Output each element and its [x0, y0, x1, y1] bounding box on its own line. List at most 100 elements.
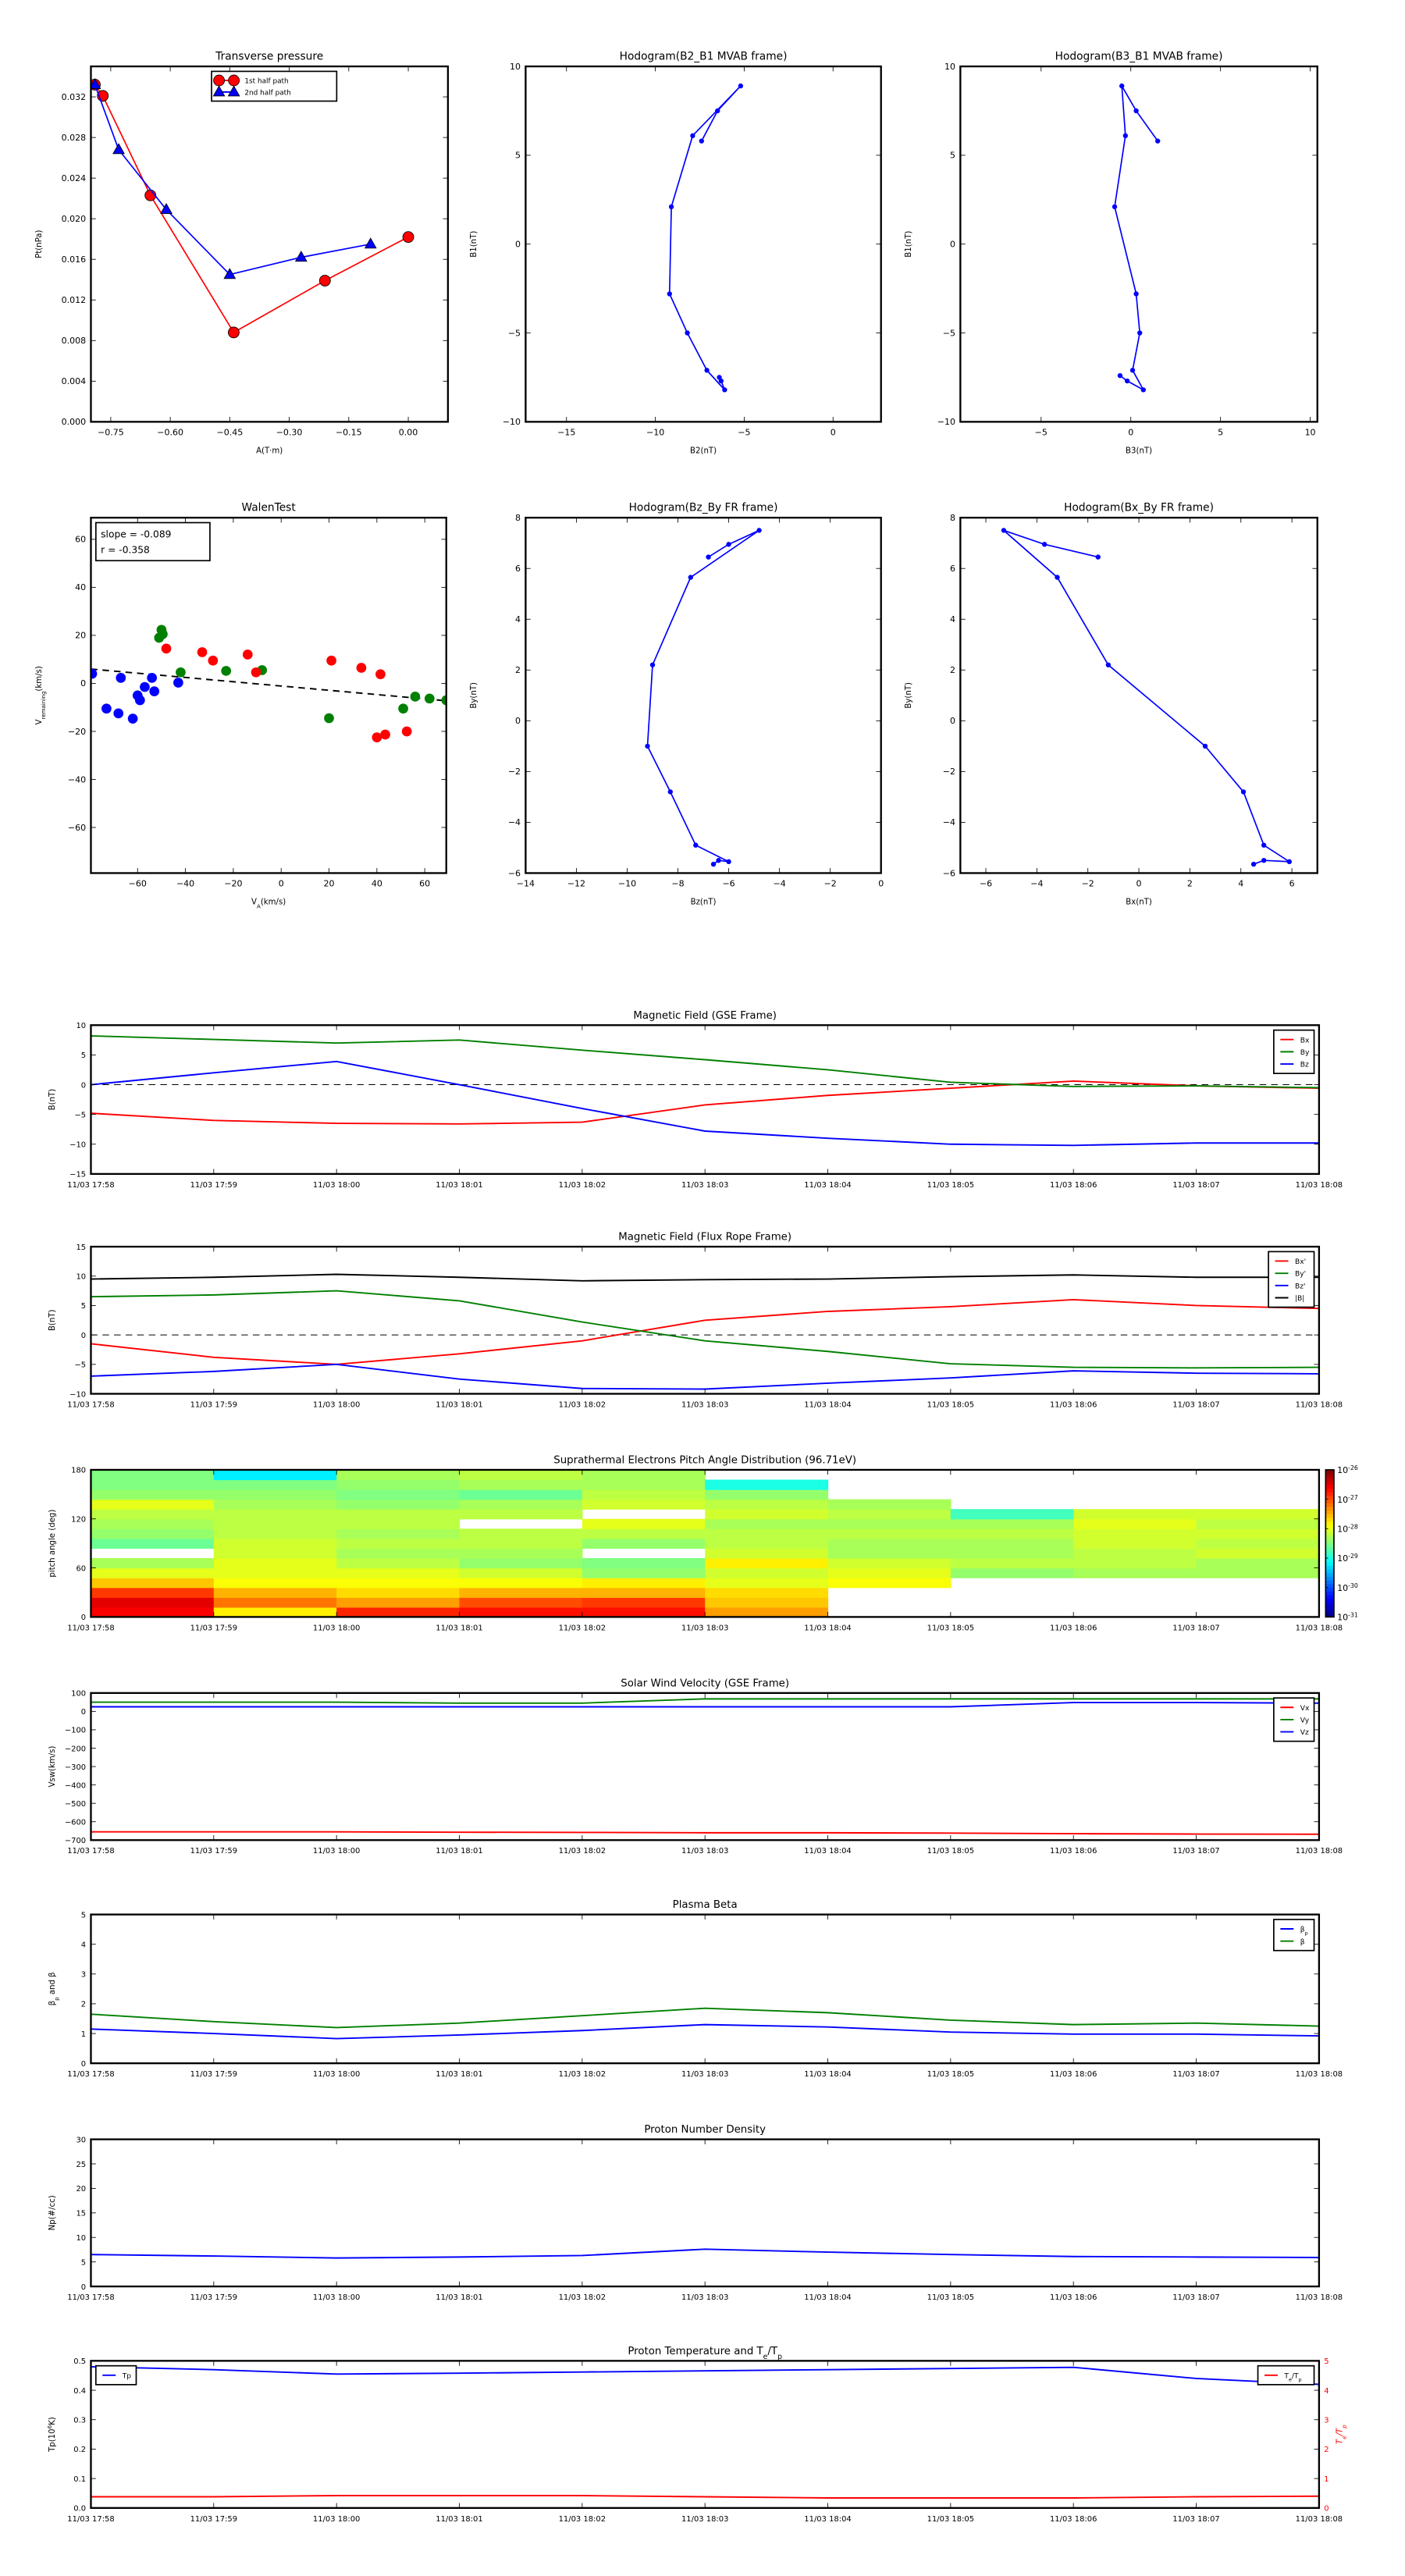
colorbar-segment — [1325, 1484, 1334, 1489]
x-tick-label: 60 — [419, 878, 430, 888]
heatmap-cell — [1196, 1538, 1319, 1550]
y-tick-label: 120 — [71, 1516, 86, 1525]
x-tick-label: 11/03 18:00 — [313, 1400, 360, 1409]
chart-beta: 11/03 17:58 11/03 17:59 11/03 18:00 11/03 1… — [48, 1899, 1343, 2079]
heatmap-cell — [582, 1567, 706, 1578]
data-point — [223, 268, 237, 279]
heatmap-cell — [91, 1469, 215, 1481]
series-line-Vz — [91, 1702, 1319, 1708]
y-tick-label: 0 — [515, 240, 521, 250]
legend-label: Vz — [1300, 1729, 1309, 1737]
y-tick-label: 0.032 — [62, 92, 87, 102]
series-line-Bx' — [91, 1298, 1319, 1365]
heatmap-cell — [459, 1489, 583, 1500]
legend: Tp — [94, 2364, 137, 2386]
y-tick-label: 5 — [81, 1302, 86, 1311]
colorbar-segment — [1325, 1507, 1334, 1511]
heatmap-cell — [91, 1489, 215, 1500]
series-line-βp — [91, 2023, 1319, 2040]
y-tick-label: 15 — [76, 1244, 86, 1252]
colorbar-segment — [1325, 1543, 1334, 1548]
y-tick-label: 0.000 — [62, 417, 87, 427]
x-tick-label: 11/03 18:06 — [1050, 1400, 1097, 1409]
x-tick-label: −10 — [646, 427, 664, 437]
x-tick-label: 11/03 18:04 — [804, 2070, 851, 2079]
heatmap-cell — [827, 1558, 951, 1569]
data-point — [1261, 858, 1267, 863]
y-tick-label: 0.0 — [73, 2505, 86, 2514]
y-tick-label: 1 — [81, 2030, 86, 2039]
x-tick-label: 0 — [878, 878, 884, 888]
chart-h4: −6 −4 −2 0 2 4 6 −6 −4 −2 0 2 4 6 8 Hodogram(Bx_By FR f… — [905, 502, 1318, 907]
x-tick-label: −0.45 — [216, 427, 243, 437]
x-tick-label: 11/03 18:08 — [1296, 2070, 1343, 2079]
data-point — [101, 703, 112, 714]
heatmap-cell — [336, 1597, 461, 1608]
heatmap-cell — [336, 1548, 461, 1559]
x-tick-label: −2 — [1082, 878, 1094, 888]
heatmap-cell — [1196, 1567, 1319, 1578]
x-tick-label: 11/03 17:59 — [190, 2293, 237, 2302]
chart-vsw: 11/03 17:58 11/03 17:59 11/03 18:00 11/03 1… — [48, 1678, 1343, 1856]
colorbar-segment — [1325, 1477, 1334, 1482]
legend-label: Bz' — [1295, 1283, 1306, 1290]
data-point — [208, 655, 219, 666]
colorbar-segment — [1325, 1495, 1334, 1500]
colorbar-segment — [1325, 1609, 1334, 1614]
stats-text: slope = -0.089 — [101, 529, 171, 540]
x-tick-label: −12 — [567, 878, 585, 888]
data-point — [699, 138, 704, 144]
data-point — [1112, 204, 1118, 210]
x-tick-label: 11/03 18:05 — [927, 2293, 974, 2302]
heatmap-cell — [1196, 1558, 1319, 1569]
legend-label: βp — [1300, 1927, 1308, 1937]
heatmap-cell — [705, 1489, 829, 1500]
y-axis-label: B(nT) — [48, 1309, 57, 1331]
chart-title: Hodogram(Bz_By FR frame) — [629, 502, 778, 514]
data-point — [1105, 662, 1112, 667]
heatmap-cell — [1196, 1528, 1319, 1539]
heatmap-cell — [705, 1499, 829, 1510]
axes-frame — [525, 65, 882, 423]
heatmap-cell — [459, 1538, 583, 1550]
x-tick-label: 11/03 18:06 — [1050, 1847, 1097, 1856]
heatmap-cell — [336, 1469, 461, 1481]
data-point — [1140, 387, 1146, 393]
data-point — [158, 629, 168, 639]
x-tick-label: 11/03 18:01 — [436, 1624, 482, 1632]
heatmap-cell — [705, 1509, 829, 1520]
colorbar-segment — [1325, 1481, 1334, 1485]
y-tick-label: 0.1 — [73, 2475, 86, 2484]
colorbar-label: 10-30 — [1337, 1582, 1358, 1593]
y-tick-label: 5 — [81, 2258, 86, 2267]
colorbar-segment — [1325, 1503, 1334, 1507]
y-tick-label: −60 — [68, 823, 86, 833]
x-tick-label: 11/03 18:07 — [1172, 2070, 1219, 2079]
legend-label: Bx — [1300, 1037, 1310, 1044]
colorbar-label: 10-28 — [1337, 1523, 1358, 1535]
stats-box: slope = -0.089 r = -0.358 — [94, 521, 211, 562]
series-line-2nd half path — [94, 84, 371, 276]
axes-frame — [959, 517, 1318, 874]
legend-label: Te/Tp — [1283, 2372, 1301, 2382]
heatmap-cell — [336, 1558, 461, 1569]
series-line-β — [91, 2007, 1319, 2029]
heatmap-cell — [91, 1499, 215, 1510]
x-tick-label: −2 — [824, 878, 837, 888]
x-tick-label: 11/03 18:04 — [804, 2515, 851, 2524]
heatmap-cell — [336, 1538, 461, 1550]
heatmap-cell — [705, 1538, 829, 1550]
data-point — [364, 237, 377, 249]
colorbar-segment — [1325, 1510, 1334, 1514]
colorbar-label: 10-27 — [1337, 1493, 1358, 1505]
y-tick-label: −10 — [69, 1141, 86, 1150]
y-tick-label: −10 — [937, 417, 955, 427]
colorbar-segment — [1325, 1569, 1334, 1574]
colorbar-segment — [1325, 1561, 1334, 1566]
y-tick-label: −600 — [65, 1819, 86, 1827]
y-tick-label: 0 — [81, 1708, 86, 1717]
data-point — [91, 77, 101, 89]
heatmap-cell — [705, 1558, 829, 1569]
heatmap-cell — [91, 1528, 215, 1539]
colorbar-segment — [1325, 1539, 1334, 1544]
